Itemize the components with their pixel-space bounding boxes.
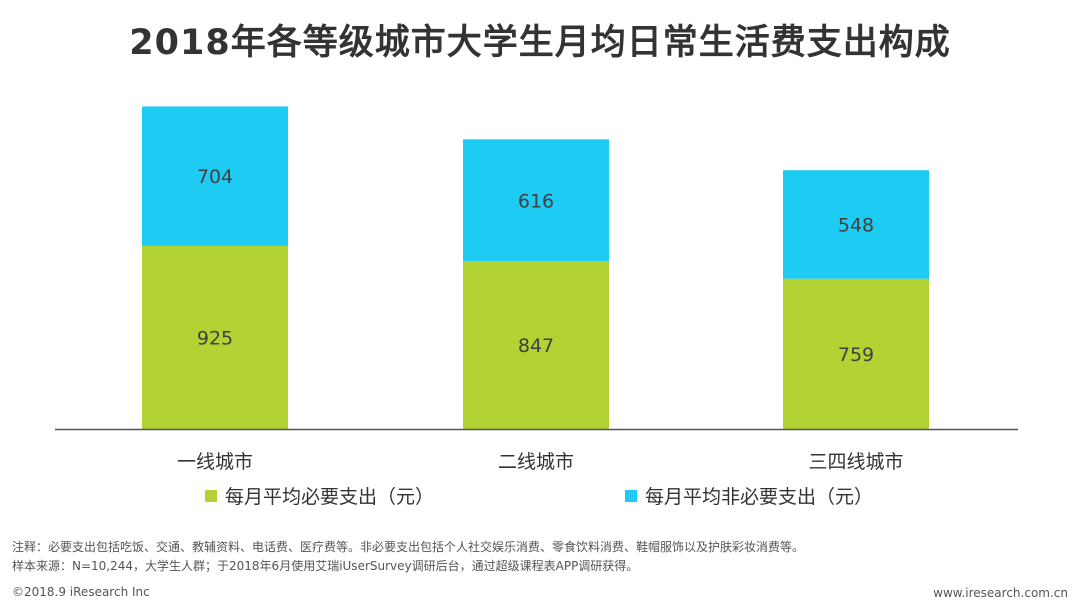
website-url: www.iresearch.com.cn — [933, 586, 1068, 600]
bar-necessary-1 — [463, 261, 609, 429]
legend-label-necessary: 每月平均必要支出（元） — [225, 486, 435, 508]
chart-title: 2018年各等级城市大学生月均日常生活费支出构成 — [129, 23, 951, 63]
data-label-optional-1: 616 — [518, 190, 554, 212]
footnote-definition: 注释：必要支出包括吃饭、交通、教辅资料、电话费、医疗费等。非必要支出包括个人社交… — [12, 540, 805, 554]
legend-item-necessary: 每月平均必要支出（元） — [205, 482, 434, 509]
legend-swatch-necessary — [205, 489, 217, 502]
data-label-optional-0: 704 — [197, 166, 233, 188]
stacked-bar-chart: 925 704 一线城市 847 616 二线城市 759 548 三四线城市 — [55, 106, 1018, 473]
legend-swatch-optional — [625, 489, 637, 502]
footnote-sample-source: 样本来源：N=10,244，大学生人群；于2018年6月使用艾瑞iUserSur… — [12, 559, 639, 573]
bar-necessary-2 — [783, 278, 929, 429]
data-label-necessary-2: 759 — [838, 344, 874, 366]
category-label-1: 二线城市 — [498, 451, 574, 473]
bar-optional-0 — [142, 106, 288, 246]
data-label-necessary-0: 925 — [197, 327, 233, 349]
legend-label-optional: 每月平均非必要支出（元） — [645, 486, 874, 508]
data-label-necessary-1: 847 — [518, 335, 554, 357]
bar-optional-1 — [463, 139, 609, 262]
category-label-0: 一线城市 — [177, 451, 253, 473]
legend-item-optional: 每月平均非必要支出（元） — [625, 482, 873, 509]
copyright-text: ©2018.9 iResearch Inc — [12, 585, 150, 599]
data-label-optional-2: 548 — [838, 214, 874, 236]
category-label-2: 三四线城市 — [808, 451, 903, 473]
bar-necessary-0 — [142, 245, 288, 429]
bar-optional-2 — [783, 170, 929, 279]
